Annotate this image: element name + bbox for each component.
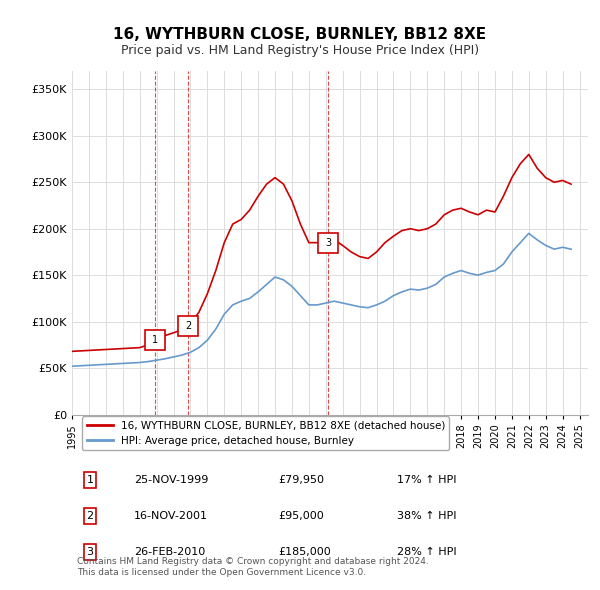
Text: Contains HM Land Registry data © Crown copyright and database right 2024.
This d: Contains HM Land Registry data © Crown c…	[77, 557, 429, 576]
Text: 3: 3	[86, 547, 94, 557]
Legend: 16, WYTHBURN CLOSE, BURNLEY, BB12 8XE (detached house), HPI: Average price, deta: 16, WYTHBURN CLOSE, BURNLEY, BB12 8XE (d…	[82, 417, 449, 450]
Text: 2: 2	[185, 322, 191, 331]
Text: 2: 2	[86, 511, 94, 521]
Text: 26-FEB-2010: 26-FEB-2010	[134, 547, 205, 557]
Text: £185,000: £185,000	[278, 547, 331, 557]
Text: 17% ↑ HPI: 17% ↑ HPI	[397, 475, 457, 485]
Text: 16-NOV-2001: 16-NOV-2001	[134, 511, 208, 521]
Text: Price paid vs. HM Land Registry's House Price Index (HPI): Price paid vs. HM Land Registry's House …	[121, 44, 479, 57]
Text: 38% ↑ HPI: 38% ↑ HPI	[397, 511, 457, 521]
Text: 25-NOV-1999: 25-NOV-1999	[134, 475, 208, 485]
Text: £79,950: £79,950	[278, 475, 325, 485]
Text: 28% ↑ HPI: 28% ↑ HPI	[397, 547, 457, 557]
Text: 3: 3	[325, 238, 331, 248]
Text: 1: 1	[152, 335, 158, 345]
Text: £95,000: £95,000	[278, 511, 324, 521]
Text: 1: 1	[86, 475, 94, 485]
Text: 16, WYTHBURN CLOSE, BURNLEY, BB12 8XE: 16, WYTHBURN CLOSE, BURNLEY, BB12 8XE	[113, 27, 487, 41]
